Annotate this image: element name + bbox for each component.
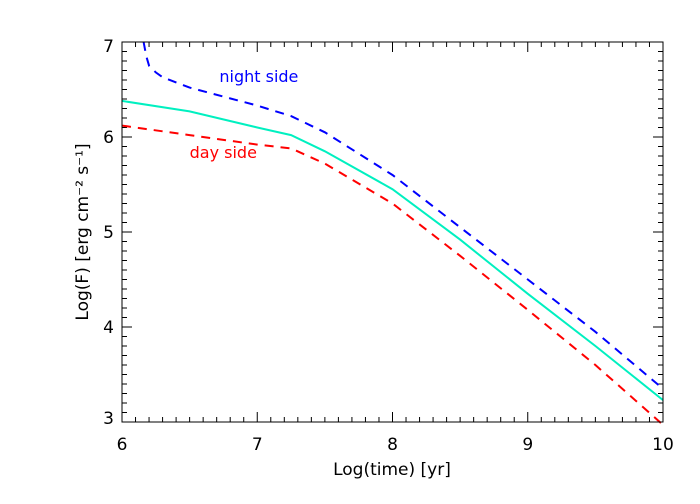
y-tick-label: 3 <box>103 409 114 429</box>
y-tick-label: 7 <box>103 37 114 57</box>
series-line-middle <box>121 99 664 401</box>
x-tick-label: 10 <box>652 435 674 455</box>
series-line-night-side <box>142 41 664 390</box>
x-tick-label: 9 <box>522 435 533 455</box>
x-tick-label: 6 <box>117 435 128 455</box>
annotation-label: day side <box>190 143 257 162</box>
y-tick-label: 5 <box>103 223 114 243</box>
y-tick-label: 6 <box>103 128 114 148</box>
y-axis-label: Log(F) [erg cm⁻² s⁻¹] <box>73 143 93 320</box>
plot-frame <box>121 41 664 423</box>
x-tick-label: 8 <box>387 435 398 455</box>
annotations: night side day side <box>190 67 299 162</box>
y-tick-label: 4 <box>103 318 114 338</box>
ticks <box>121 41 664 423</box>
tick-labels: 6 7 8 9 10 3 4 5 6 7 <box>103 37 674 455</box>
series-group <box>121 41 664 426</box>
x-axis-label: Log(time) [yr] <box>333 460 451 480</box>
x-tick-label: 7 <box>252 435 263 455</box>
series-line-day-side <box>121 124 664 426</box>
annotation-label: night side <box>219 67 298 86</box>
